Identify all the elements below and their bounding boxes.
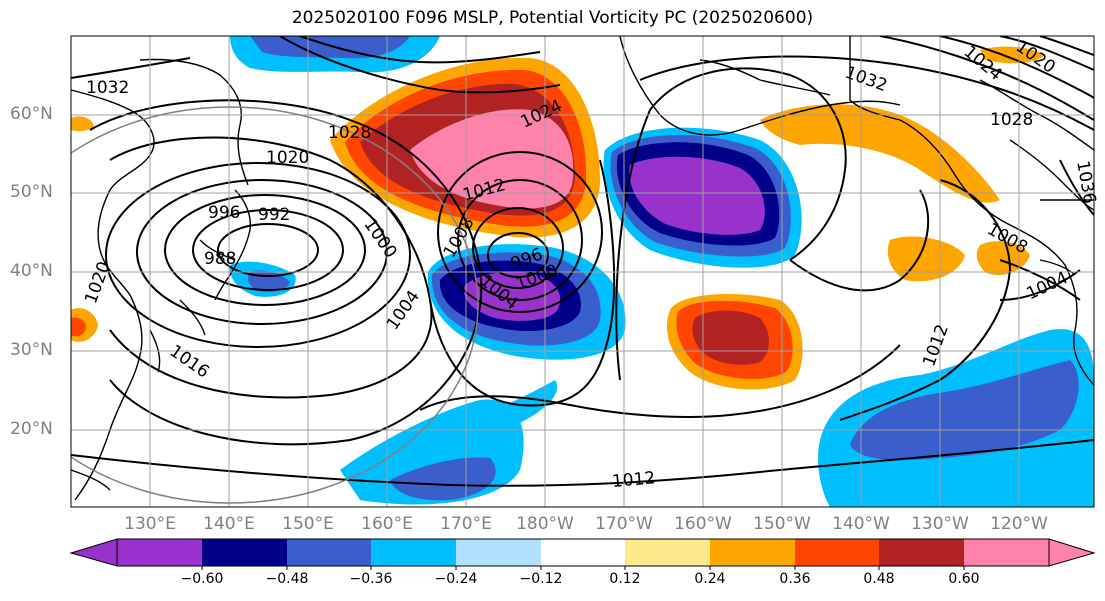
colorbar-swatch xyxy=(964,539,1049,566)
isobar-label: 1028 xyxy=(990,110,1033,130)
colorbar-tick-label: −0.60 xyxy=(180,571,224,587)
lat-label-30n: 30°N xyxy=(10,340,53,360)
colorbar-swatch xyxy=(710,539,795,566)
isobars xyxy=(71,36,1094,487)
colorbar-tick-label: −0.24 xyxy=(434,571,478,587)
colorbar-tick-label: 0.12 xyxy=(609,571,641,587)
graticule xyxy=(71,36,1094,507)
lon-label: 160°E xyxy=(361,514,413,534)
pv-positive-subtropical xyxy=(666,294,803,390)
isobar-label: 1020 xyxy=(266,148,309,168)
colorbar-swatch xyxy=(287,539,371,566)
isobar-label: 992 xyxy=(258,205,290,225)
lon-label: 140°E xyxy=(203,514,255,534)
colorbar-swatch xyxy=(117,539,202,566)
colorbar-swatch xyxy=(371,539,456,566)
colorbar-swatch xyxy=(625,539,710,566)
colorbar-swatch xyxy=(541,539,625,566)
isobar-label: 1032 xyxy=(86,78,129,98)
lon-label: 150°W xyxy=(753,514,811,534)
pv-negative-eastern xyxy=(818,329,1094,507)
map-frame xyxy=(70,35,1095,508)
isobar-label: 996 xyxy=(208,203,240,223)
isobar-label: 1028 xyxy=(328,123,371,143)
page-title: 2025020100 F096 MSLP, Potential Vorticit… xyxy=(291,8,814,28)
isobar-label: 1012 xyxy=(611,468,656,492)
colorbar-swatch xyxy=(795,539,879,566)
lon-label: 120°W xyxy=(990,514,1048,534)
colorbar-tick-label: 0.60 xyxy=(948,571,980,587)
lon-label: 170°W xyxy=(595,514,653,534)
lat-label-40n: 40°N xyxy=(10,261,53,281)
colorbar-extend-min xyxy=(69,538,118,567)
lon-label: 180°W xyxy=(516,514,574,534)
colorbar-frame xyxy=(116,538,1050,567)
lon-label: 150°E xyxy=(282,514,334,534)
colorbar-swatch xyxy=(456,539,541,566)
colorbar-tick-label: −0.36 xyxy=(349,571,393,587)
reference-circle xyxy=(71,106,479,504)
lon-label: 160°W xyxy=(674,514,732,534)
lon-label: 170°E xyxy=(440,514,492,534)
lat-label-60n: 60°N xyxy=(10,104,53,124)
colorbar-tick-label: 0.36 xyxy=(779,571,811,587)
colorbar-tick-label: 0.48 xyxy=(863,571,895,587)
colorbar-extend-max xyxy=(1048,538,1096,567)
colorbar-tick-label: −0.48 xyxy=(265,571,309,587)
colorbar-tick-label: −0.12 xyxy=(519,571,563,587)
colorbar-swatch xyxy=(879,539,964,566)
lon-label: 130°E xyxy=(124,514,176,534)
colorbar-swatch xyxy=(202,539,287,566)
colorbar-tick-label: 0.24 xyxy=(694,571,726,587)
lon-label: 130°W xyxy=(911,514,969,534)
isobar-label: 988 xyxy=(204,249,236,269)
lat-label-50n: 50°N xyxy=(10,182,53,202)
lat-label-20n: 20°N xyxy=(10,419,53,439)
lon-label: 140°W xyxy=(832,514,890,534)
